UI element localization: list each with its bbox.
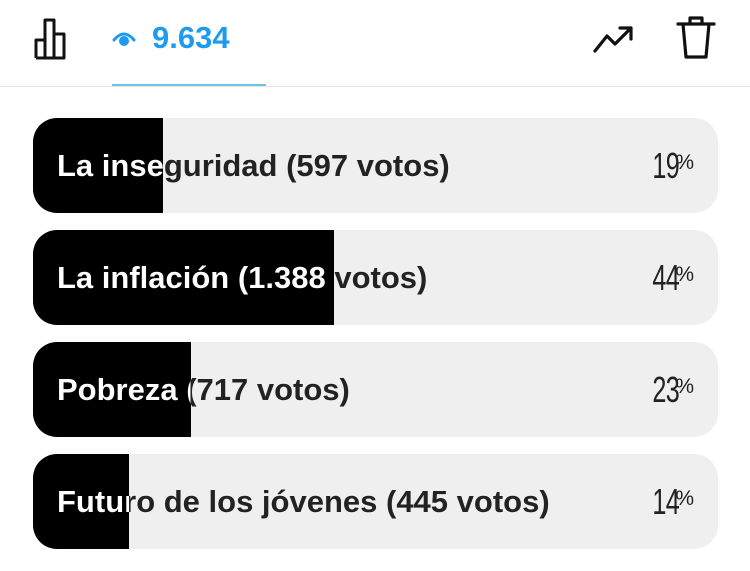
views-count: 9.634 bbox=[152, 20, 230, 55]
poll-option-percent: 14 % bbox=[641, 454, 694, 549]
poll-option-label: Pobreza (717 votos) bbox=[57, 372, 577, 408]
poll-option-fill bbox=[33, 454, 129, 549]
views-counter[interactable]: 9.634 bbox=[112, 18, 230, 58]
poll-option-fill bbox=[33, 230, 335, 325]
poll-option-percent: 23 % bbox=[641, 342, 694, 437]
trending-up-icon[interactable] bbox=[592, 24, 636, 54]
poll-option-label: La inflación (1.388 votos) bbox=[57, 260, 577, 296]
poll-option-percent: 19 % bbox=[641, 118, 694, 213]
percent-value: 19 bbox=[652, 144, 680, 186]
poll-option-label-wrap: La inflación (1.388 votos) bbox=[57, 230, 577, 325]
eye-icon bbox=[112, 32, 136, 46]
percent-sign: % bbox=[675, 150, 694, 174]
percent-value: 23 bbox=[652, 368, 680, 410]
poll-option-label-wrap: Futuro de los jóvenes (445 votos) bbox=[57, 454, 577, 549]
percent-sign: % bbox=[675, 486, 694, 510]
poll-option: La inseguridad (597 votos) 19 % bbox=[33, 118, 718, 213]
poll-option-label: Futuro de los jóvenes (445 votos) bbox=[57, 484, 577, 520]
poll-option: Futuro de los jóvenes (445 votos) 14 % bbox=[33, 454, 718, 549]
percent-sign: % bbox=[675, 262, 694, 286]
percent-value: 44 bbox=[652, 256, 680, 298]
poll-option-label: La inseguridad (597 votos) bbox=[57, 148, 577, 184]
poll-option-label-wrap: Pobreza (717 votos) bbox=[57, 342, 577, 437]
poll-option-percent: 44 % bbox=[641, 230, 694, 325]
active-tab-indicator bbox=[112, 84, 266, 86]
percent-value: 14 bbox=[652, 480, 680, 522]
poll-option-fill bbox=[33, 342, 191, 437]
trash-icon[interactable] bbox=[676, 14, 716, 60]
percent-sign: % bbox=[675, 374, 694, 398]
toolbar: 9.634 bbox=[0, 0, 750, 87]
poll-option: Pobreza (717 votos) 23 % bbox=[33, 342, 718, 437]
bar-chart-icon[interactable] bbox=[34, 16, 68, 60]
poll-option-fill bbox=[33, 118, 164, 213]
poll-option-label-wrap: La inseguridad (597 votos) bbox=[57, 118, 577, 213]
poll-option: La inflación (1.388 votos) 44 % bbox=[33, 230, 718, 325]
